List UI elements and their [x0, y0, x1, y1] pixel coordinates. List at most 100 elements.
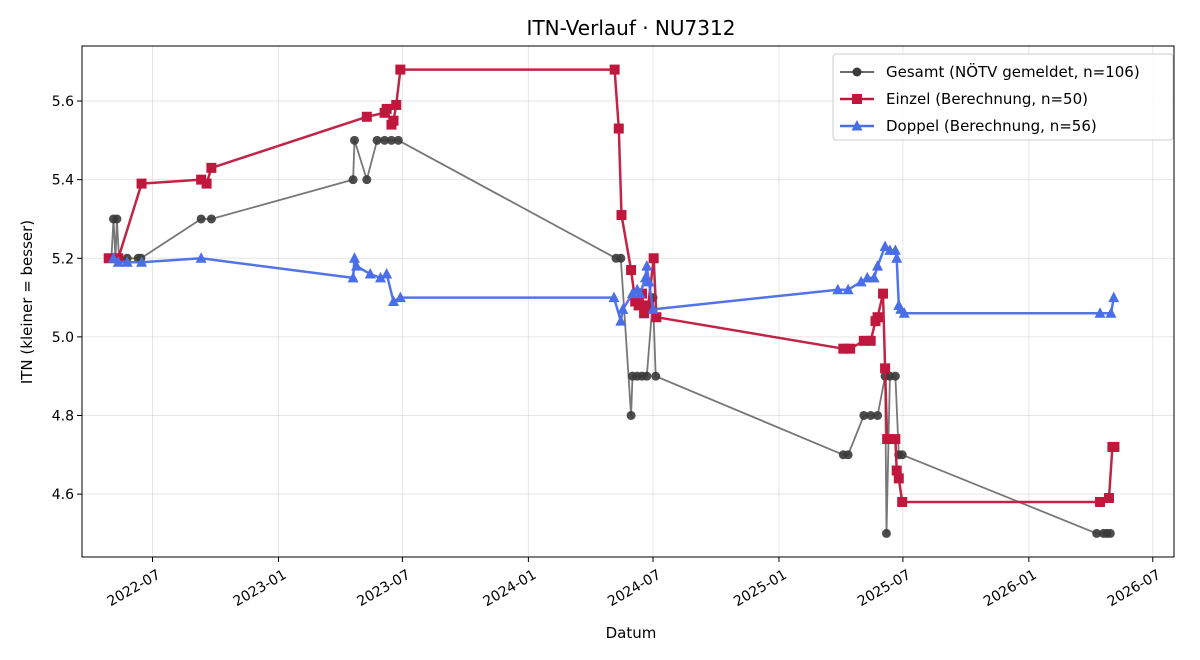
data-point-einzel	[845, 343, 856, 354]
data-point-doppel	[617, 303, 629, 314]
y-tick-label: 5.6	[52, 94, 74, 110]
data-point-gesamt	[881, 528, 891, 538]
data-point-gesamt	[642, 371, 652, 381]
data-point-einzel	[648, 253, 659, 264]
data-point-einzel	[381, 103, 392, 114]
data-point-einzel	[880, 363, 891, 374]
data-point-einzel	[651, 312, 662, 323]
data-point-gesamt	[206, 214, 216, 224]
data-point-gesamt	[873, 410, 883, 420]
chart-title: ITN-Verlauf · NU7312	[527, 16, 736, 40]
data-point-doppel	[1094, 307, 1106, 318]
data-point-doppel	[855, 275, 867, 287]
data-point-gesamt	[386, 135, 396, 145]
data-point-doppel	[832, 283, 844, 295]
y-tick-label: 5.2	[52, 251, 74, 267]
data-point-doppel	[195, 252, 207, 263]
data-point-einzel	[897, 496, 908, 507]
data-point-einzel	[633, 300, 644, 311]
data-point-doppel	[347, 271, 359, 283]
y-tick-label: 4.6	[52, 487, 74, 503]
data-point-gesamt	[1092, 528, 1102, 538]
data-point-einzel	[136, 178, 147, 189]
y-tick-label: 4.8	[52, 408, 74, 424]
x-tick-label: 2023-07	[355, 567, 414, 610]
data-point-gesamt	[897, 450, 907, 460]
data-point-doppel	[348, 252, 360, 263]
data-point-einzel	[395, 64, 406, 75]
data-point-einzel	[893, 473, 904, 484]
legend-box	[832, 53, 1174, 141]
data-point-einzel	[201, 178, 212, 189]
series-layer	[103, 64, 1120, 538]
data-point-gesamt	[843, 450, 853, 460]
data-point-doppel	[351, 260, 363, 271]
data-point-doppel	[112, 256, 124, 267]
data-point-einzel	[1103, 493, 1114, 504]
data-point-gesamt	[651, 371, 661, 381]
data-point-gesamt	[859, 410, 869, 420]
legend-label-gesamt: Gesamt (NÖTV gemeldet, n=106)	[886, 62, 1140, 81]
legend: Gesamt (NÖTV gemeldet, n=106) Einzel (Ber…	[832, 53, 1174, 141]
data-point-gesamt	[372, 135, 382, 145]
data-point-gesamt	[380, 135, 390, 145]
y-axis-label: ITN (kleiner = besser)	[18, 220, 36, 384]
data-point-doppel	[375, 271, 387, 283]
data-point-einzel	[890, 434, 901, 445]
x-tick-label: 2024-07	[605, 567, 664, 610]
data-point-einzel	[361, 111, 372, 122]
data-point-einzel	[206, 162, 217, 173]
data-point-doppel	[643, 275, 655, 287]
data-point-doppel	[842, 283, 854, 295]
data-point-einzel	[1095, 496, 1106, 507]
data-point-einzel	[626, 265, 637, 276]
x-tick-label: 2026-07	[1105, 567, 1164, 610]
data-point-einzel	[891, 465, 902, 476]
data-point-doppel	[394, 291, 406, 303]
data-point-einzel	[616, 210, 627, 221]
data-point-doppel	[608, 291, 620, 303]
data-point-einzel	[639, 308, 650, 319]
data-point-doppel	[121, 256, 133, 267]
data-point-einzel	[613, 123, 624, 134]
data-point-doppel	[136, 256, 148, 267]
legend-marker-gesamt	[852, 67, 862, 77]
data-point-doppel	[898, 307, 910, 318]
data-point-gesamt	[866, 410, 876, 420]
data-point-doppel	[615, 315, 627, 326]
x-axis-label: Datum	[606, 624, 657, 642]
data-point-einzel	[865, 335, 876, 346]
legend-label-einzel: Einzel (Berechnung, n=50)	[886, 90, 1088, 108]
data-point-doppel	[1108, 291, 1120, 303]
series-doppel	[107, 240, 1120, 326]
data-point-doppel	[872, 260, 884, 271]
data-point-gesamt	[616, 253, 626, 263]
y-tick-label: 5.0	[52, 330, 74, 346]
data-point-doppel	[364, 267, 376, 279]
legend-marker-doppel	[851, 120, 863, 131]
data-point-gesamt	[349, 135, 359, 145]
x-tick-label: 2025-07	[855, 567, 914, 610]
data-point-doppel	[381, 267, 393, 279]
data-point-gesamt	[196, 214, 206, 224]
data-point-doppel	[891, 252, 903, 263]
data-point-doppel	[388, 295, 400, 306]
x-tick-label: 2024-01	[481, 567, 540, 610]
data-point-doppel	[641, 260, 653, 271]
data-point-doppel	[1105, 307, 1117, 318]
x-tick-label: 2023-01	[231, 567, 290, 610]
data-point-einzel	[872, 312, 883, 323]
data-point-doppel	[634, 287, 646, 299]
data-point-einzel	[609, 64, 620, 75]
legend-marker-einzel	[852, 94, 862, 104]
data-point-gesamt	[112, 214, 122, 224]
data-point-einzel	[103, 253, 114, 264]
x-tick-label: 2022-07	[105, 567, 164, 610]
plot-frame	[81, 45, 1175, 558]
data-point-gesamt	[362, 175, 372, 185]
x-tick-label: 2025-01	[731, 567, 790, 610]
data-point-einzel	[882, 434, 893, 445]
legend-label-doppel: Doppel (Berechnung, n=56)	[886, 117, 1097, 135]
data-point-gesamt	[348, 175, 358, 185]
